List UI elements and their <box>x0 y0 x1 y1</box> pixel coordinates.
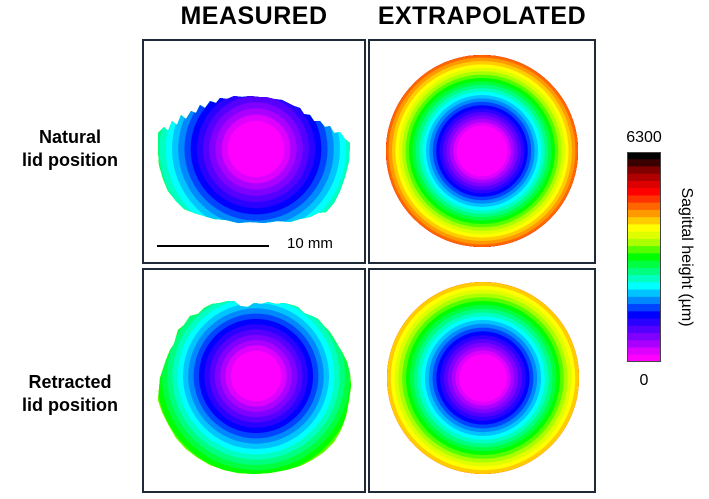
colorbar-band <box>627 275 661 283</box>
colorbar-band <box>627 152 661 160</box>
retracted-lid-label-line2: lid position <box>22 395 118 415</box>
colorbar-band <box>627 173 661 182</box>
colorbar-band <box>627 347 661 356</box>
colorbar-band <box>627 217 661 226</box>
natural-measured-height-map <box>158 96 350 223</box>
colorbar-band <box>627 231 661 240</box>
extrapolated-column-heading: EXTRAPOLATED <box>377 2 587 30</box>
contour-band <box>230 350 282 402</box>
colorbar-band <box>627 318 661 327</box>
colorbar-band <box>627 159 661 168</box>
colorbar-band <box>627 304 661 312</box>
colorbar-band <box>627 333 661 341</box>
natural-extrapolated-map-panel <box>368 39 596 264</box>
colorbar-band <box>627 166 661 175</box>
scale-bar-label: 10 mm <box>287 235 333 252</box>
natural-extrapolated-height-map <box>386 55 578 247</box>
colorbar-band <box>627 202 661 211</box>
natural-lid-label-line2: lid position <box>22 150 118 170</box>
colorbar-band <box>627 224 661 233</box>
colorbar-band <box>627 340 661 349</box>
colorbar-band <box>627 311 661 320</box>
natural-measured-map-panel <box>142 39 366 264</box>
contour-band <box>459 354 507 402</box>
measured-column-heading: MEASURED <box>180 2 328 30</box>
colorbar <box>627 152 661 362</box>
colorbar-band <box>627 282 661 291</box>
colorbar-border <box>627 152 661 362</box>
colorbar-title: Sagittal height (µm) <box>678 187 695 327</box>
colorbar-band <box>627 209 661 218</box>
natural-lid-label-line1: Natural <box>38 127 101 147</box>
colorbar-band <box>627 238 661 247</box>
retracted-extrapolated-map-panel <box>368 268 596 493</box>
retracted-extrapolated-height-map <box>387 282 579 474</box>
contour-band <box>227 120 285 178</box>
natural-lid-row-label: Natural lid position <box>0 126 140 172</box>
colorbar-band <box>627 180 661 189</box>
colorbar-band <box>627 195 661 204</box>
colorbar-band <box>627 296 661 305</box>
retracted-lid-label-line1: Retracted <box>28 372 112 392</box>
retracted-measured-height-map <box>158 301 351 474</box>
colorbar-band <box>627 325 661 334</box>
colorbar-band <box>627 267 661 276</box>
contour-band <box>456 125 508 177</box>
colorbar-band <box>627 260 661 269</box>
retracted-measured-map-panel <box>142 268 366 493</box>
retracted-lid-row-label: Retracted lid position <box>0 371 140 417</box>
colorbar-max-label: 6300 <box>626 129 662 146</box>
colorbar-band <box>627 354 661 362</box>
colorbar-band <box>627 289 661 298</box>
scale-bar <box>157 245 269 247</box>
colorbar-band <box>627 188 661 197</box>
colorbar-min-label: 0 <box>639 372 649 389</box>
colorbar-band <box>627 253 661 262</box>
colorbar-band <box>627 246 661 254</box>
